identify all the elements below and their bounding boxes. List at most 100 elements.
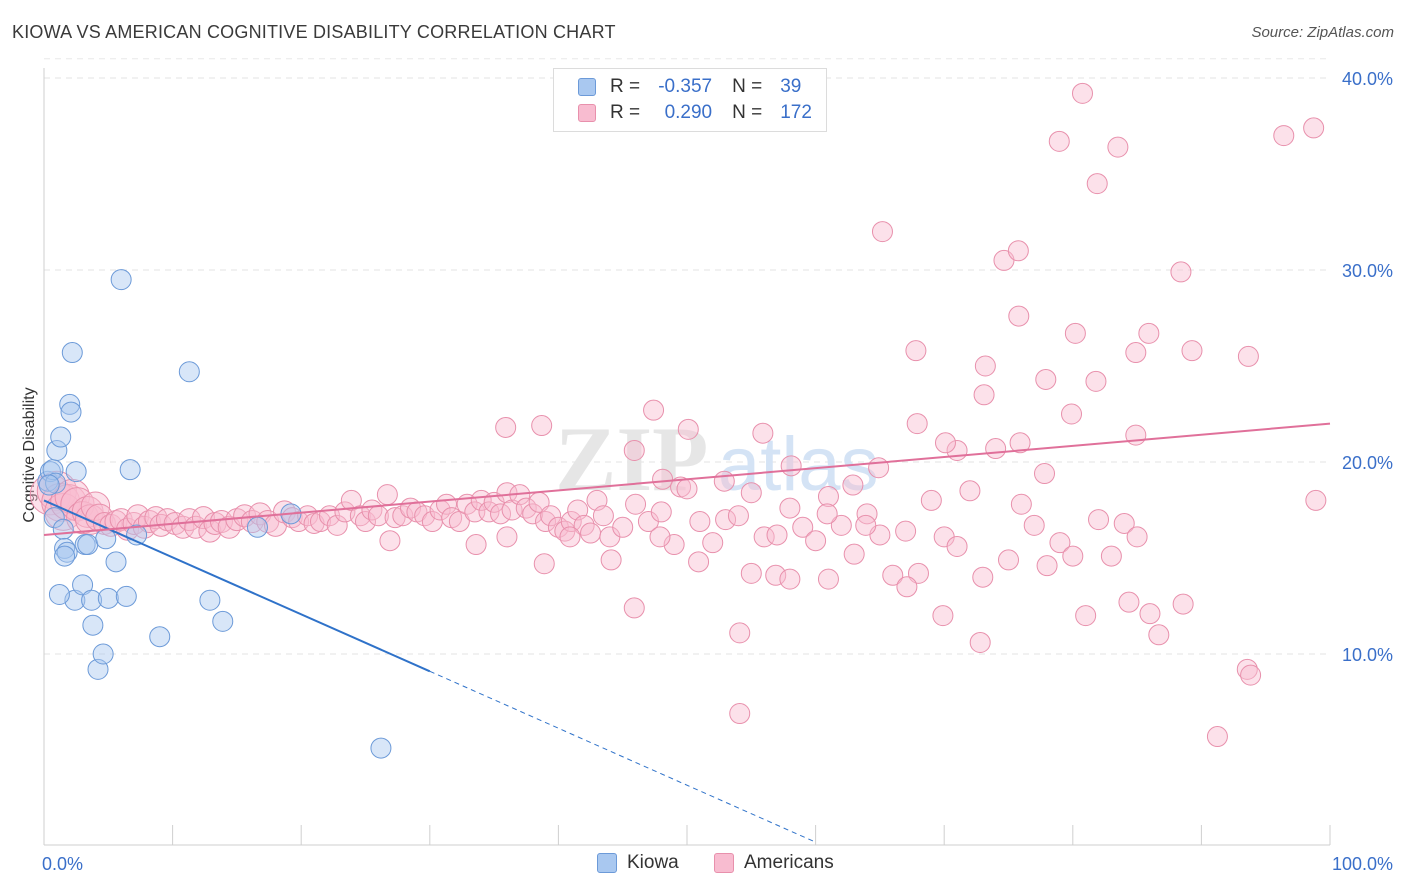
point-american: [677, 418, 699, 440]
point-american: [974, 355, 996, 377]
point-kiowa: [77, 534, 99, 556]
point-american: [361, 499, 383, 521]
point-american: [792, 516, 814, 538]
point-american: [830, 514, 852, 536]
point-american: [1206, 726, 1228, 748]
point-american: [715, 509, 737, 531]
point-american: [1240, 664, 1262, 686]
point-american: [376, 484, 398, 506]
point-american: [1048, 130, 1070, 152]
point-american: [676, 478, 698, 500]
point-kiowa: [178, 361, 200, 383]
point-american: [779, 568, 801, 590]
y-tick-label: 30.0%: [1342, 261, 1393, 281]
point-kiowa: [61, 342, 83, 364]
point-american: [1236, 658, 1258, 680]
point-kiowa: [105, 551, 127, 573]
point-american: [522, 503, 544, 525]
series-legend-kiowa[interactable]: Kiowa: [597, 852, 679, 874]
point-american: [1023, 514, 1045, 536]
point-american: [490, 503, 512, 525]
point-american: [592, 505, 614, 527]
point-american: [191, 506, 215, 530]
legend-n-label: N =: [732, 102, 763, 123]
point-american: [384, 507, 406, 529]
point-american: [727, 505, 749, 527]
trend-line-kiowa-extension: [429, 670, 816, 843]
legend-r-label: R =: [610, 102, 641, 123]
point-american: [1126, 526, 1148, 548]
point-american: [625, 493, 647, 515]
point-american: [907, 562, 929, 584]
point-american: [1010, 493, 1032, 515]
point-american: [871, 221, 893, 243]
point-american: [713, 470, 735, 492]
point-american: [623, 439, 645, 461]
point-american: [895, 520, 917, 542]
point-american: [643, 399, 665, 421]
point-american: [650, 501, 672, 523]
point-american: [600, 549, 622, 571]
point-american: [855, 514, 877, 536]
point-american: [1034, 463, 1056, 485]
point-american: [540, 505, 562, 527]
point-american: [1139, 603, 1161, 625]
point-american: [1061, 403, 1083, 425]
point-kiowa: [115, 585, 137, 607]
point-american: [1035, 368, 1057, 390]
x-tick-label-max: 100.0%: [1332, 854, 1393, 874]
legend-r-value: -0.357: [658, 76, 713, 97]
point-american: [842, 474, 864, 496]
point-kiowa: [110, 269, 132, 291]
point-american: [740, 482, 762, 504]
point-american: [920, 489, 942, 511]
point-american: [1009, 432, 1031, 454]
point-kiowa: [48, 583, 70, 605]
point-american: [379, 530, 401, 552]
chart-title: KIOWA VS AMERICAN COGNITIVE DISABILITY C…: [12, 22, 616, 42]
point-american: [44, 493, 83, 531]
point-american: [752, 422, 774, 444]
point-american: [1008, 305, 1030, 327]
point-kiowa: [56, 541, 78, 563]
point-kiowa: [38, 474, 60, 496]
point-kiowa: [97, 587, 119, 609]
point-american: [652, 468, 674, 490]
y-tick-label: 20.0%: [1342, 453, 1393, 473]
legend-n-value: 172: [780, 102, 812, 123]
point-kiowa: [50, 426, 72, 448]
point-american: [1085, 370, 1107, 392]
point-kiowa: [370, 737, 392, 759]
point-kiowa: [60, 401, 82, 423]
point-american: [80, 491, 111, 521]
point-american: [1138, 322, 1160, 344]
trend-line-americans: [43, 422, 1331, 536]
series-legend: Kiowa Americans: [0, 852, 1406, 878]
point-american: [780, 455, 802, 477]
point-american: [1100, 545, 1122, 567]
point-kiowa: [246, 516, 268, 538]
series-swatch-americans: [714, 853, 734, 873]
source-label: Source: ZipAtlas.com: [1251, 24, 1394, 41]
point-kiowa: [59, 393, 81, 415]
legend-swatch-kiowa: [578, 78, 596, 96]
point-american: [326, 514, 348, 536]
point-american: [816, 503, 838, 525]
point-american: [932, 605, 954, 627]
y-tick-label: 10.0%: [1342, 645, 1393, 665]
point-american: [623, 597, 645, 619]
y-tick-label: 40.0%: [1342, 69, 1393, 89]
point-american: [495, 416, 517, 438]
point-american: [946, 535, 968, 557]
point-american: [1007, 240, 1029, 262]
series-legend-americans[interactable]: Americans: [714, 852, 834, 874]
point-american: [843, 543, 865, 565]
point-american: [560, 511, 582, 533]
point-american: [1237, 345, 1259, 367]
legend-n-value: 39: [780, 76, 802, 97]
point-american: [1118, 591, 1140, 613]
point-american: [702, 532, 724, 554]
point-american: [882, 564, 904, 586]
point-american: [612, 516, 634, 538]
